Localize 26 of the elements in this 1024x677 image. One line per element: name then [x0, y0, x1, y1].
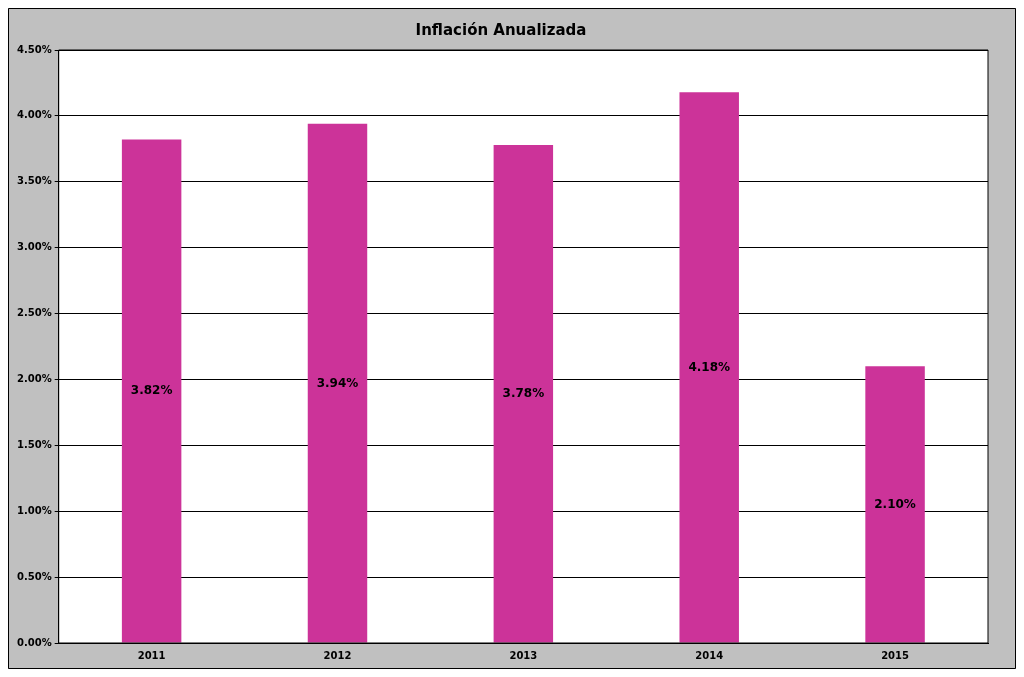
y-tick-label: 0.00% — [16, 636, 52, 648]
y-tick-label: 2.00% — [16, 373, 52, 385]
y-tick-label: 0.50% — [16, 570, 52, 582]
y-tick-label: 2.50% — [16, 307, 52, 319]
x-tick-label: 2012 — [323, 649, 352, 661]
y-tick-label: 1.50% — [16, 438, 52, 450]
y-tick-label: 3.00% — [16, 241, 52, 253]
y-tick-label: 3.50% — [16, 175, 52, 187]
data-label: 4.18% — [688, 359, 731, 374]
x-tick-label: 2013 — [509, 649, 538, 661]
x-tick-label: 2015 — [881, 649, 910, 661]
bar — [865, 366, 925, 643]
data-label: 3.94% — [316, 375, 359, 390]
data-label: 3.82% — [130, 383, 173, 398]
bar — [679, 92, 739, 643]
bar — [493, 144, 554, 643]
x-tick-label: 2011 — [137, 649, 166, 661]
x-tick-label: 2014 — [695, 649, 724, 661]
data-label: 3.78% — [502, 386, 545, 401]
data-label: 2.10% — [874, 496, 916, 511]
bar — [121, 139, 182, 643]
y-tick-label: 1.00% — [16, 504, 52, 516]
chart-title: Inflación Anualizada — [415, 20, 587, 39]
y-tick-label: 4.50% — [16, 43, 52, 55]
bar — [307, 123, 368, 643]
y-tick-label: 4.00% — [16, 109, 52, 121]
